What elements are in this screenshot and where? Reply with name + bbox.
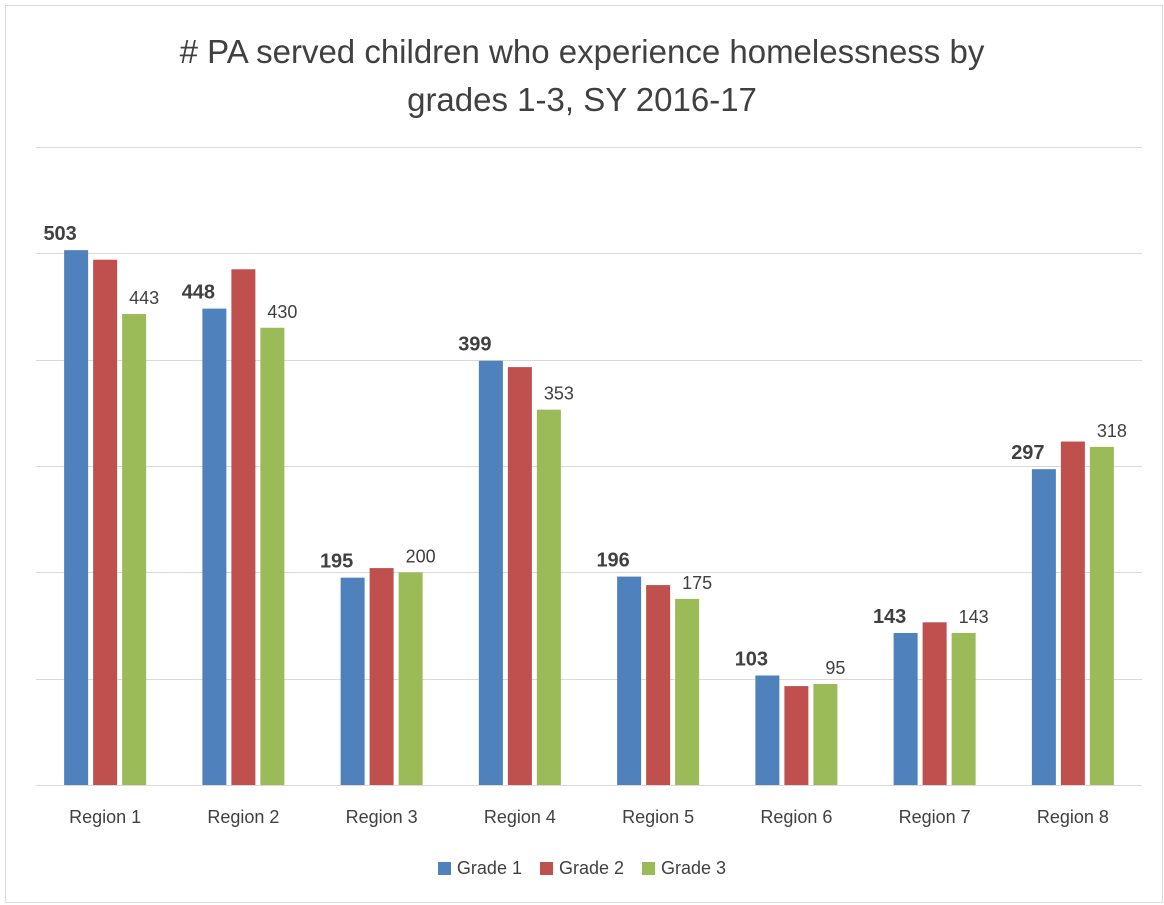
bar-grade-1-region-7 <box>893 632 918 785</box>
x-tick-label: Region 7 <box>899 807 971 827</box>
bar-grade-2-region-6 <box>784 686 809 785</box>
legend-swatch <box>642 862 656 875</box>
data-label: 195 <box>320 551 353 573</box>
bar-grade-2-region-2 <box>231 269 256 785</box>
data-label: 443 <box>129 288 159 308</box>
bar-grade-2-region-3 <box>369 568 394 785</box>
bar-grade-1-region-2 <box>202 308 227 785</box>
bar-grade-2-region-5 <box>646 585 671 785</box>
data-label: 430 <box>267 302 297 322</box>
legend-label: Grade 2 <box>558 858 625 878</box>
legend-swatch <box>539 862 553 875</box>
x-tick-label: Region 5 <box>622 807 694 827</box>
bar-grade-3-region-2 <box>260 327 285 785</box>
bar-grade-1-region-6 <box>755 675 780 785</box>
data-label: 175 <box>682 573 712 593</box>
x-tick-label: Region 3 <box>346 807 418 827</box>
x-tick-label: Region 6 <box>760 807 832 827</box>
legend-swatch <box>437 862 451 875</box>
data-label: 143 <box>959 607 989 627</box>
data-label: 103 <box>735 648 768 670</box>
chart-legend: Grade 1 Grade 2 Grade 3 <box>0 858 1164 879</box>
legend-label: Grade 1 <box>456 858 522 878</box>
x-tick-label: Region 8 <box>1037 807 1109 827</box>
data-label: 196 <box>596 550 629 572</box>
bar-grade-1-region-8 <box>1031 469 1056 785</box>
legend-item: Grade 2 <box>539 858 625 879</box>
legend-item: Grade 1 <box>437 858 522 879</box>
data-label: 297 <box>1011 442 1044 464</box>
bar-grade-1-region-4 <box>478 360 503 785</box>
legend-label: Grade 3 <box>661 858 727 878</box>
bar-grade-3-region-5 <box>675 598 700 785</box>
data-label: 318 <box>1097 421 1127 441</box>
data-label: 448 <box>182 282 215 304</box>
bar-grade-2-region-4 <box>507 367 532 785</box>
bar-grade-2-region-8 <box>1060 441 1085 785</box>
data-label: 143 <box>873 606 906 628</box>
bar-grade-2-region-7 <box>922 622 947 785</box>
legend-item: Grade 3 <box>642 858 726 879</box>
chart-title: # PA served children who experience home… <box>0 28 1164 124</box>
x-tick-label: Region 2 <box>207 807 279 827</box>
bar-grade-3-region-4 <box>536 409 561 785</box>
bar-grade-3-region-1 <box>122 313 147 785</box>
data-label: 399 <box>458 334 491 356</box>
bar-grade-2-region-1 <box>93 259 118 785</box>
bar-grade-1-region-5 <box>617 576 642 785</box>
data-label: 503 <box>43 223 76 245</box>
chart-title-line-2: grades 1-3, SY 2016-17 <box>407 81 757 118</box>
data-label: 95 <box>825 658 845 678</box>
data-label: 200 <box>406 546 436 566</box>
bar-grade-3-region-7 <box>951 632 976 785</box>
bar-grade-1-region-1 <box>64 250 89 786</box>
bar-grade-1-region-3 <box>340 577 365 785</box>
bar-grade-3-region-3 <box>398 572 423 785</box>
x-tick-label: Region 1 <box>69 807 141 827</box>
chart-title-line-1: # PA served children who experience home… <box>179 33 985 70</box>
data-label: 353 <box>544 384 574 404</box>
x-tick-label: Region 4 <box>484 807 556 827</box>
bar-grade-3-region-8 <box>1089 446 1114 785</box>
bar-grade-3-region-6 <box>813 683 838 785</box>
